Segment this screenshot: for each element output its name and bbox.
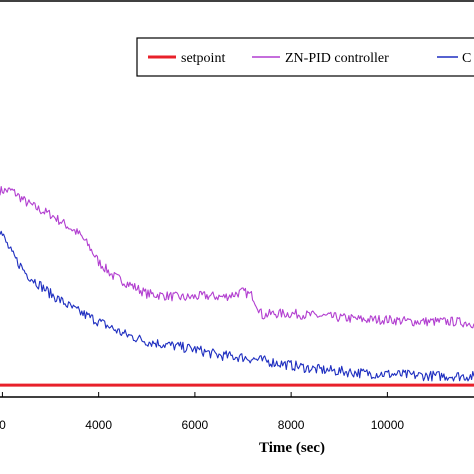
series-line-zn-pid-controller <box>0 186 474 329</box>
x-axis: 0 4000 6000 8000 10000 <box>0 392 404 432</box>
series-line-c <box>0 230 474 382</box>
x-tick-label: 4000 <box>85 418 112 432</box>
x-tick-label: 10000 <box>371 418 405 432</box>
legend-label-zn-pid: ZN-PID controller <box>285 51 389 66</box>
plot-area <box>0 0 474 398</box>
x-tick-label: 8000 <box>278 418 305 432</box>
series-layer <box>0 186 474 387</box>
x-axis-title: Time (sec) <box>259 440 325 456</box>
legend: setpoint ZN-PID controller C <box>136 37 474 77</box>
x-tick-label: 6000 <box>182 418 209 432</box>
legend-label-setpoint: setpoint <box>181 51 225 66</box>
x-tick-label: 0 <box>0 418 6 432</box>
legend-box <box>136 37 474 77</box>
legend-label-c: C <box>462 51 471 66</box>
